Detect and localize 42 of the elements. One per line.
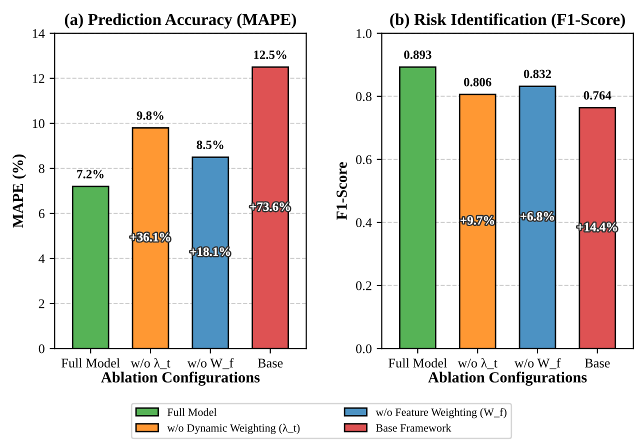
y-tick-label: 0.2 <box>356 281 372 290</box>
chart-title: (a) Prediction Accuracy (MAPE) <box>64 13 296 29</box>
y-axis-title: F1-Score <box>336 162 347 220</box>
y-tick-label: 6 <box>38 209 45 218</box>
data-label: 0.764 <box>584 91 612 100</box>
annotation: +6.8% <box>520 212 554 221</box>
data-label: 7.2% <box>77 170 104 178</box>
data-label: 8.5% <box>196 140 224 150</box>
x-tick-label: w/o W_f <box>187 358 234 370</box>
y-tick-label: 2 <box>38 299 44 308</box>
annotation: +9.7% <box>460 216 494 225</box>
x-tick-label: Base <box>584 358 610 368</box>
data-label: 9.8% <box>136 111 164 120</box>
x-tick-label: Full Model <box>61 358 120 368</box>
legend-label: Full Model <box>167 408 217 416</box>
y-tick-label: 0.4 <box>356 218 372 228</box>
x-tick-label: w/o W_f <box>514 358 561 370</box>
x-axis-title: Ablation Configurations <box>428 372 587 386</box>
data-label: 0.832 <box>524 70 552 78</box>
y-tick-label: 4 <box>38 254 45 264</box>
x-axis-title: Ablation Configurations <box>101 372 260 386</box>
y-tick-label: 14 <box>32 29 45 38</box>
y-tick-label: 10 <box>32 119 44 128</box>
y-tick-label: 1.0 <box>356 29 372 38</box>
legend-label: w/o Dynamic Weighting (λ_t) <box>167 424 300 434</box>
y-tick-label: 12 <box>32 74 44 83</box>
x-tick-label: w/o λ_t <box>130 358 170 370</box>
x-tick-label: w/o λ_t <box>458 358 498 370</box>
y-tick-label: 0.0 <box>356 344 372 354</box>
data-label: 0.893 <box>404 50 432 59</box>
y-tick-label: 0.8 <box>356 92 372 102</box>
y-tick-label: 0.6 <box>356 155 372 164</box>
x-tick-label: Full Model <box>388 358 447 368</box>
y-tick-label: 0 <box>38 344 44 354</box>
legend-label: w/o Feature Weighting (W_f) <box>376 408 506 418</box>
data-label: 12.5% <box>254 50 286 60</box>
y-axis-title: MAPE (%) <box>12 154 26 228</box>
chart-title: (b) Risk Identification (F1-Score) <box>390 13 625 29</box>
x-tick-label: Base <box>258 358 283 368</box>
legend-label: Base Framework <box>376 424 452 432</box>
data-label: 0.806 <box>464 78 492 86</box>
y-tick-label: 8 <box>38 164 44 174</box>
